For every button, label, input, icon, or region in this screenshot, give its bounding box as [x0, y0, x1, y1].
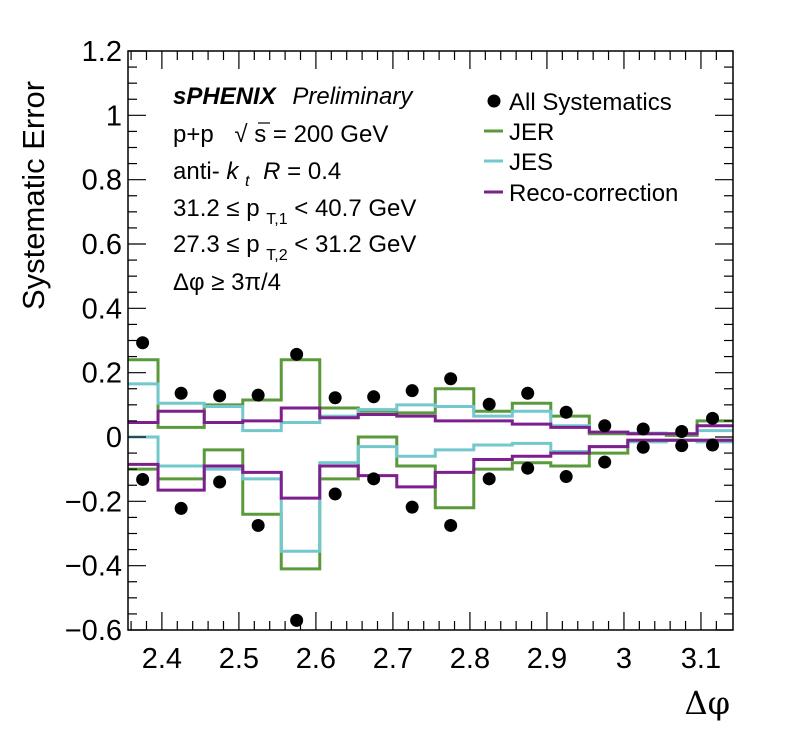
pt1-pre: 31.2 ≤ p	[173, 195, 260, 222]
point-upper-14	[675, 425, 689, 439]
legend-label-jer: JER	[509, 119, 554, 146]
x-tick-label: 3.1	[681, 643, 721, 675]
points-layer	[136, 336, 720, 627]
x-tick-labels: 2.4 2.5 2.6 2.7 2.8 2.9 3 3.1	[142, 643, 721, 675]
legend-marker-all-systematics	[487, 94, 501, 108]
point-lower-11	[559, 470, 573, 484]
point-upper-8	[444, 372, 458, 386]
point-upper-13	[636, 422, 650, 436]
y-tick-label: −0.2	[65, 486, 122, 518]
collision-label: p+p √ s = 200 GeV	[173, 121, 388, 148]
point-upper-7	[405, 384, 419, 398]
point-lower-4	[290, 613, 304, 627]
jet-algo-k-subscript: t	[245, 173, 250, 190]
histogram-layer	[128, 358, 733, 571]
point-upper-3	[251, 388, 265, 402]
point-lower-7	[405, 500, 419, 514]
experiment-name: sPHENIX	[173, 83, 278, 110]
x-axis-title: Δφ	[684, 684, 730, 722]
y-tick-label: 0	[106, 422, 122, 454]
y-tick-label: 1	[106, 100, 122, 132]
point-upper-11	[559, 405, 573, 419]
y-axis-title: Systematic Error	[16, 81, 51, 310]
y-tick-label: −0.6	[65, 615, 122, 647]
pt1-subscript: T,1	[266, 211, 287, 228]
legend-entry-jes: JES	[484, 149, 553, 176]
legend: All Systematics JER JES Reco-correction	[484, 89, 678, 207]
status-label: Preliminary	[292, 83, 414, 110]
jet-algo-R: R	[263, 158, 280, 185]
x-tick-label: 2.4	[142, 643, 182, 675]
jet-algo-prefix: anti-	[173, 158, 220, 185]
point-upper-0	[136, 336, 150, 350]
point-lower-3	[251, 518, 265, 532]
point-lower-0	[136, 472, 150, 486]
point-upper-10	[521, 386, 535, 400]
x-tick-label: 3	[616, 643, 632, 675]
jet-algo-R-value: = 0.4	[287, 158, 341, 185]
point-upper-6	[367, 390, 381, 404]
point-upper-4	[290, 347, 304, 361]
pt1-post: < 40.7 GeV	[294, 195, 416, 222]
y-tick-label: 0.8	[82, 165, 122, 197]
reco-correction-upper-step	[128, 406, 733, 436]
point-upper-2	[213, 389, 227, 403]
point-lower-10	[521, 461, 535, 475]
pt2-post: < 31.2 GeV	[294, 231, 416, 258]
pt2-cut-label: 27.3 ≤ p T,2 < 31.2 GeV	[173, 231, 416, 266]
point-upper-1	[174, 386, 188, 400]
experiment-label: sPHENIX Preliminary	[173, 83, 414, 110]
legend-entry-jer: JER	[484, 119, 554, 146]
reco-correction-lower-step	[128, 438, 733, 500]
point-lower-12	[598, 455, 612, 469]
pt1-cut-label: 31.2 ≤ p T,1 < 40.7 GeV	[173, 195, 416, 230]
y-tick-label: 1.2	[82, 36, 122, 68]
point-upper-9	[482, 397, 496, 411]
x-tick-label: 2.9	[527, 643, 567, 675]
legend-entry-all-systematics: All Systematics	[487, 89, 672, 116]
y-tick-labels: 1.2 1 0.8 0.6 0.4 0.2 0 −0.2 −0.4 −0.6	[65, 36, 122, 647]
point-lower-14	[675, 439, 689, 453]
y-tick-label: 0.6	[82, 229, 122, 261]
annotation-block: sPHENIX Preliminary p+p √ s = 200 GeV an…	[173, 83, 416, 296]
pt2-subscript: T,2	[266, 247, 287, 264]
legend-label-reco-correction: Reco-correction	[509, 180, 678, 207]
point-lower-9	[482, 472, 496, 486]
sqrt-symbol: √	[234, 121, 248, 148]
x-tick-label: 2.8	[450, 643, 490, 675]
dphi-cut-label: Δφ ≥ 3π/4	[173, 269, 281, 296]
point-lower-2	[213, 475, 227, 489]
point-lower-8	[444, 518, 458, 532]
tick-layer	[128, 50, 733, 631]
jer-lower-step	[128, 435, 733, 571]
x-tick-label: 2.6	[296, 643, 336, 675]
collision-system: p+p	[173, 121, 214, 148]
legend-label-all-systematics: All Systematics	[509, 89, 672, 116]
point-lower-6	[367, 472, 381, 486]
collision-energy: s = 200 GeV	[254, 121, 388, 148]
point-upper-12	[598, 419, 612, 433]
jet-algo-k: k	[226, 158, 240, 185]
point-upper-15	[706, 411, 720, 425]
point-lower-1	[174, 501, 188, 515]
y-tick-label: 0.4	[82, 293, 122, 325]
jet-algorithm-label: anti- k t R = 0.4	[173, 158, 341, 192]
y-tick-label: −0.4	[65, 551, 122, 583]
y-tick-label: 0.2	[82, 358, 122, 390]
point-lower-13	[636, 440, 650, 454]
pt2-pre: 27.3 ≤ p	[173, 231, 260, 258]
point-upper-5	[328, 391, 342, 405]
point-lower-15	[706, 438, 720, 452]
legend-entry-reco-correction: Reco-correction	[484, 180, 678, 207]
x-tick-label: 2.5	[219, 643, 259, 675]
x-tick-label: 2.7	[373, 643, 413, 675]
legend-label-jes: JES	[509, 149, 553, 176]
point-lower-5	[328, 487, 342, 501]
